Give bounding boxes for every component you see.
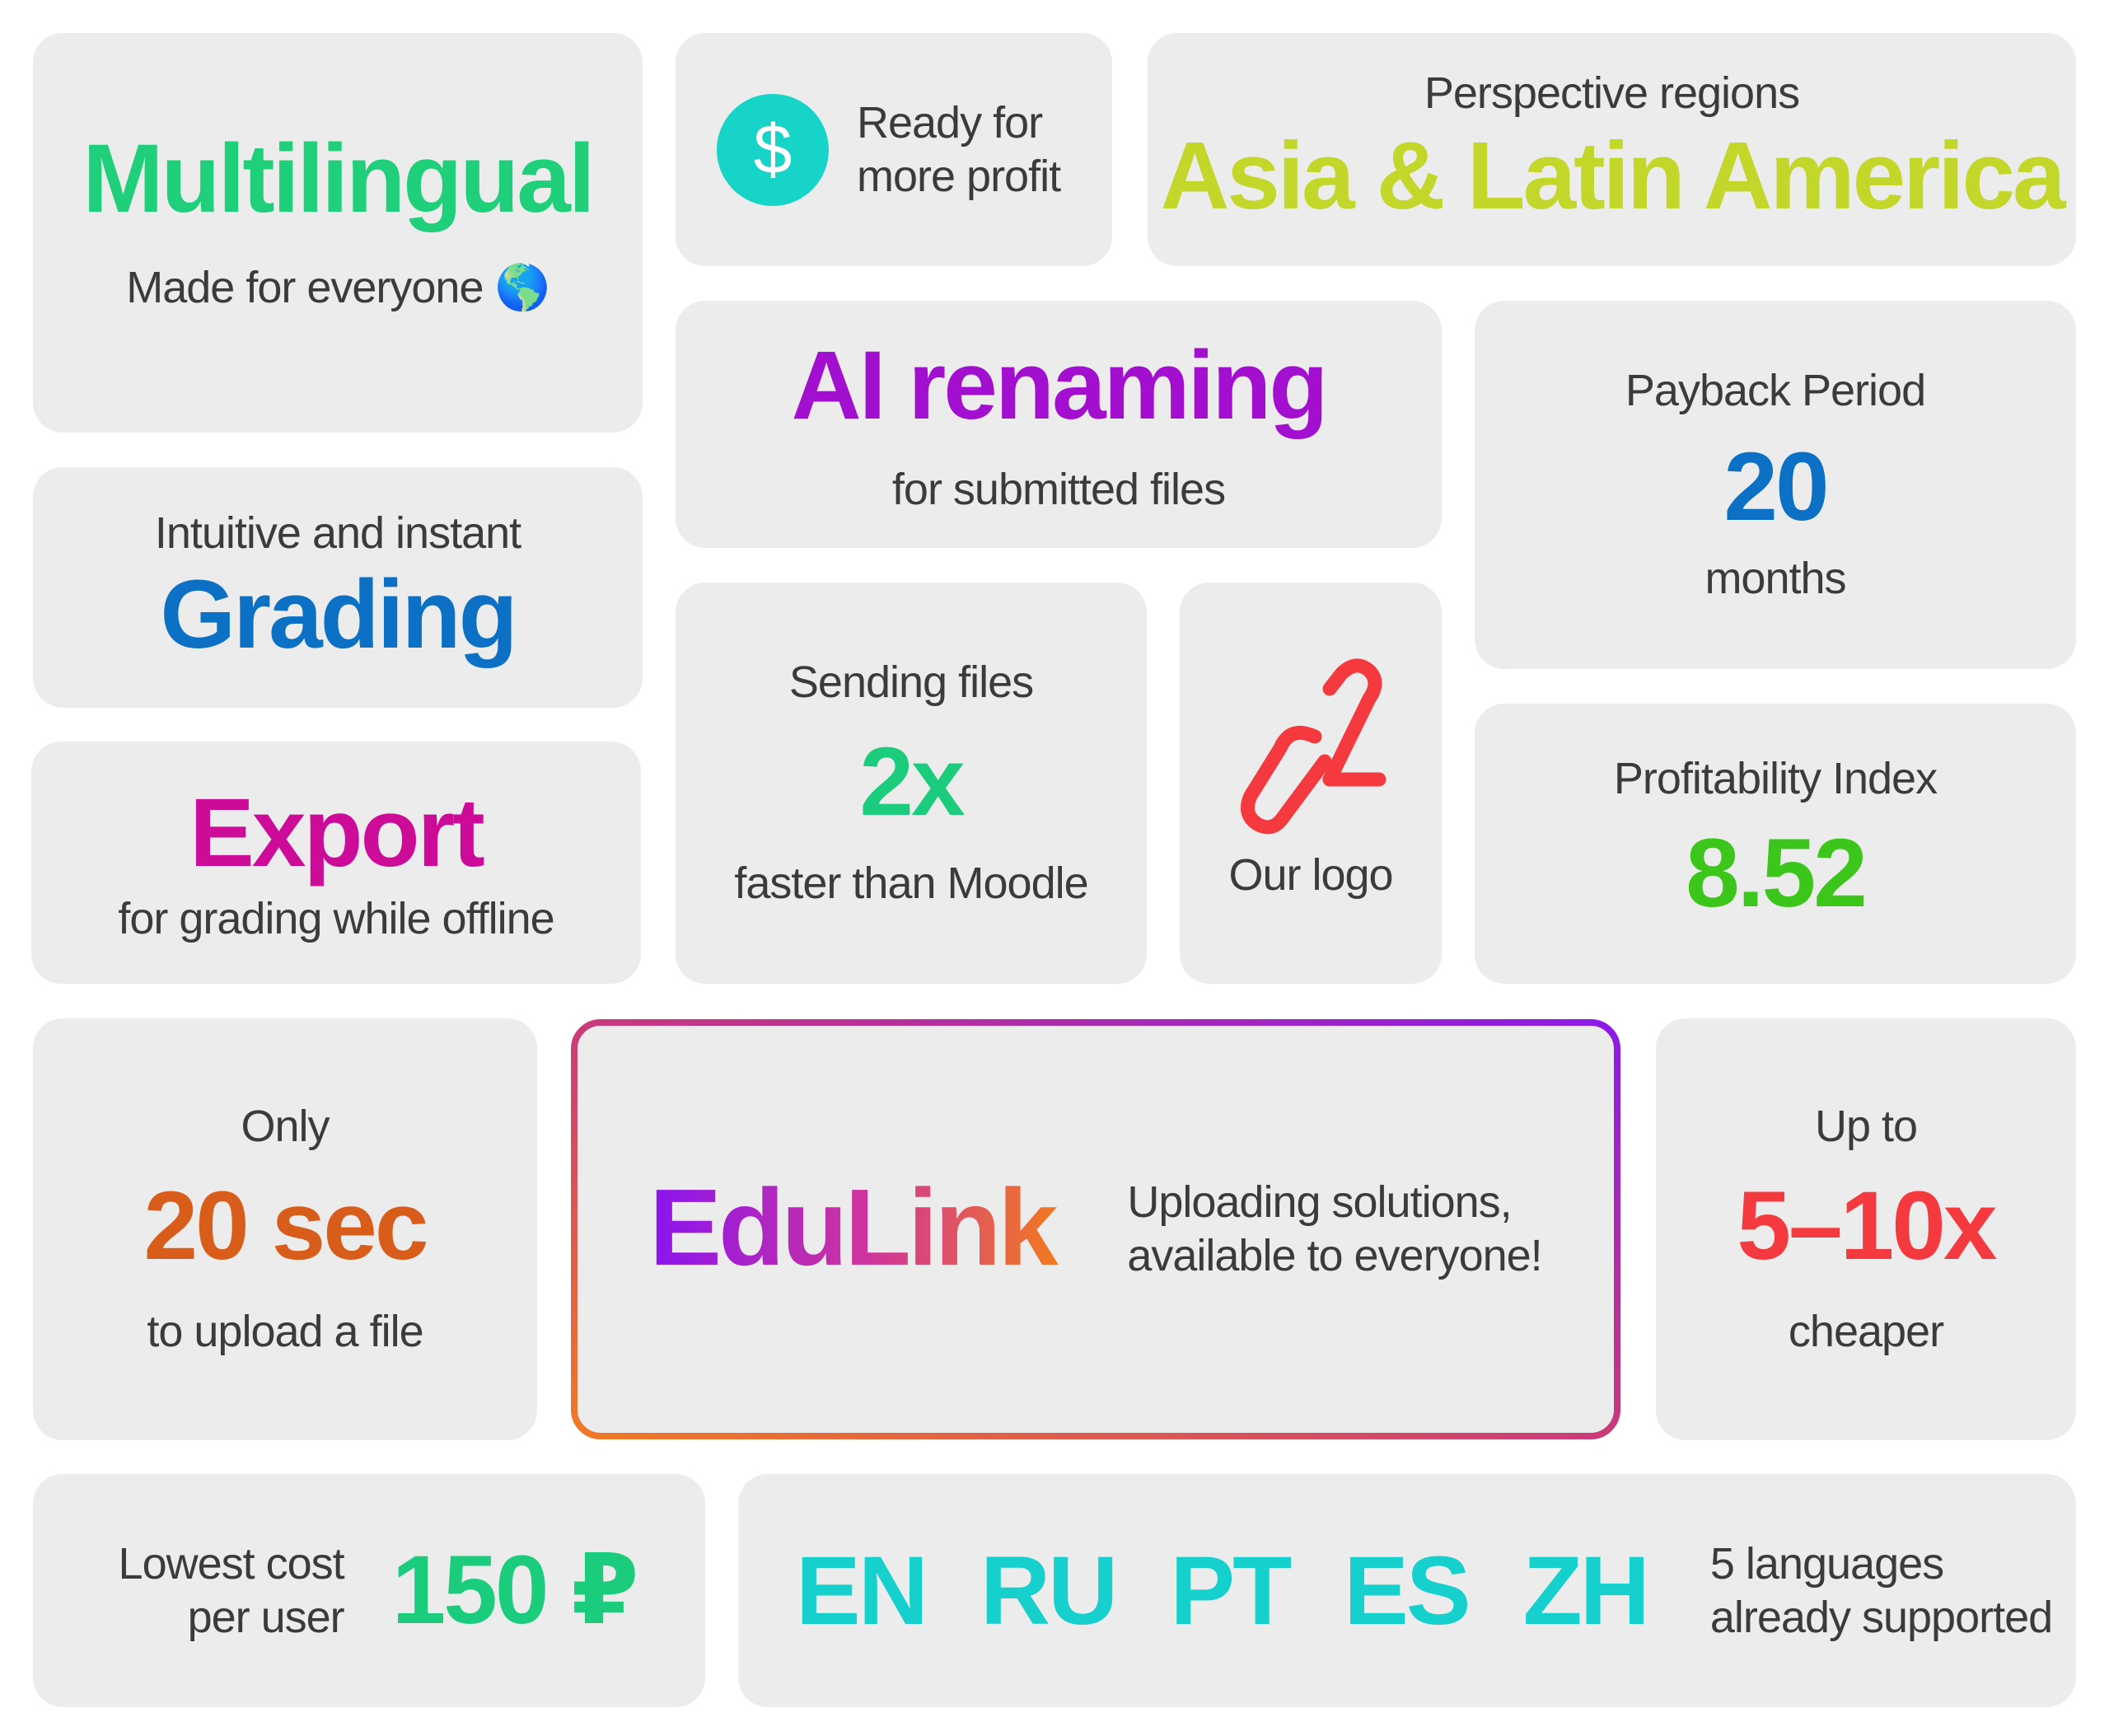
only-label: Only	[241, 1102, 330, 1152]
language-code-zh: ZH	[1522, 1536, 1650, 1645]
edulink-card: EduLink Uploading solutions, available t…	[570, 1018, 1621, 1440]
sending-value: 2x	[859, 727, 965, 836]
language-code-en: EN	[796, 1536, 928, 1645]
multilingual-subtitle: Made for everyone 🌎	[126, 263, 549, 312]
profitability-card: Profitability Index 8.52	[1475, 704, 2076, 984]
lowest-line-1: Lowest cost	[118, 1538, 345, 1589]
ai-renaming-title: AI renaming	[791, 330, 1329, 440]
dollar-icon: $	[717, 93, 829, 206]
logo-label: Our logo	[1228, 850, 1393, 901]
export-card: Export for grading while offline	[31, 742, 641, 984]
payback-value: 20	[1723, 432, 1829, 541]
language-code-ru: RU	[980, 1536, 1118, 1645]
multilingual-title: Multilingual	[82, 124, 595, 234]
upto-subtitle: cheaper	[1788, 1306, 1944, 1356]
upto-label: Up to	[1814, 1102, 1918, 1152]
profitability-label: Profitability Index	[1613, 753, 1938, 803]
languages-line-1: 5 languages	[1709, 1538, 1944, 1589]
ai-renaming-subtitle: for submitted files	[891, 464, 1226, 514]
only-subtitle: to upload a file	[147, 1306, 423, 1356]
upload-time-card: Only 20 sec to upload a file	[33, 1018, 537, 1440]
multilingual-card: Multilingual Made for everyone 🌎	[33, 33, 643, 433]
regions-value: Asia & Latin America	[1160, 122, 2065, 230]
sending-files-card: Sending files 2x faster than Moodle	[676, 583, 1147, 984]
lowest-value: 150 ₽	[391, 1535, 639, 1645]
language-code-pt: PT	[1170, 1536, 1292, 1645]
sending-subtitle: faster than Moodle	[734, 859, 1088, 909]
grading-card: Intuitive and instant Grading	[33, 467, 643, 708]
ready-line-1: Ready for	[857, 97, 1043, 147]
regions-card: Perspective regions Asia & Latin America	[1148, 33, 2076, 266]
grading-title: Grading	[160, 559, 517, 669]
languages-card: EN RU PT ES ZH 5 languages already suppo…	[738, 1474, 2076, 1707]
link-logo-icon	[1240, 658, 1387, 835]
grading-label: Intuitive and instant	[154, 508, 521, 558]
export-subtitle: for grading while offline	[118, 893, 554, 943]
export-title: Export	[189, 778, 485, 887]
sending-label: Sending files	[788, 657, 1034, 707]
edulink-brand-text: EduLink	[649, 1167, 1059, 1288]
edulink-line-1: Uploading solutions,	[1127, 1177, 1512, 1228]
payback-unit: months	[1705, 554, 1846, 604]
ready-line-2: more profit	[857, 151, 1061, 201]
only-value: 20 sec	[143, 1172, 429, 1281]
ai-renaming-card: AI renaming for submitted files	[676, 301, 1442, 548]
language-code-es: ES	[1344, 1536, 1471, 1645]
edulink-brand: EduLink	[649, 1167, 1062, 1288]
cheaper-card: Up to 5–10x cheaper	[1656, 1018, 2076, 1440]
lowest-line-2: per user	[187, 1592, 345, 1642]
payback-label: Payback Period	[1625, 365, 1926, 415]
lowest-cost-card: Lowest cost per user 150 ₽	[33, 1474, 705, 1707]
payback-card: Payback Period 20 months	[1475, 301, 2076, 669]
regions-label: Perspective regions	[1424, 68, 1800, 119]
profitability-value: 8.52	[1686, 818, 1868, 928]
logo-card: Our logo	[1180, 583, 1442, 984]
edulink-gradient-border	[571, 1019, 1620, 1439]
edulink-line-2: available to everyone!	[1127, 1231, 1542, 1280]
upto-value: 5–10x	[1737, 1172, 1997, 1281]
ready-for-profit-card: $ Ready for more profit	[676, 33, 1112, 266]
languages-line-2: already supported	[1709, 1592, 2053, 1642]
